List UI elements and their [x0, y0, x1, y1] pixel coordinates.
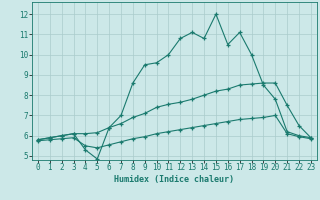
X-axis label: Humidex (Indice chaleur): Humidex (Indice chaleur) [115, 175, 234, 184]
